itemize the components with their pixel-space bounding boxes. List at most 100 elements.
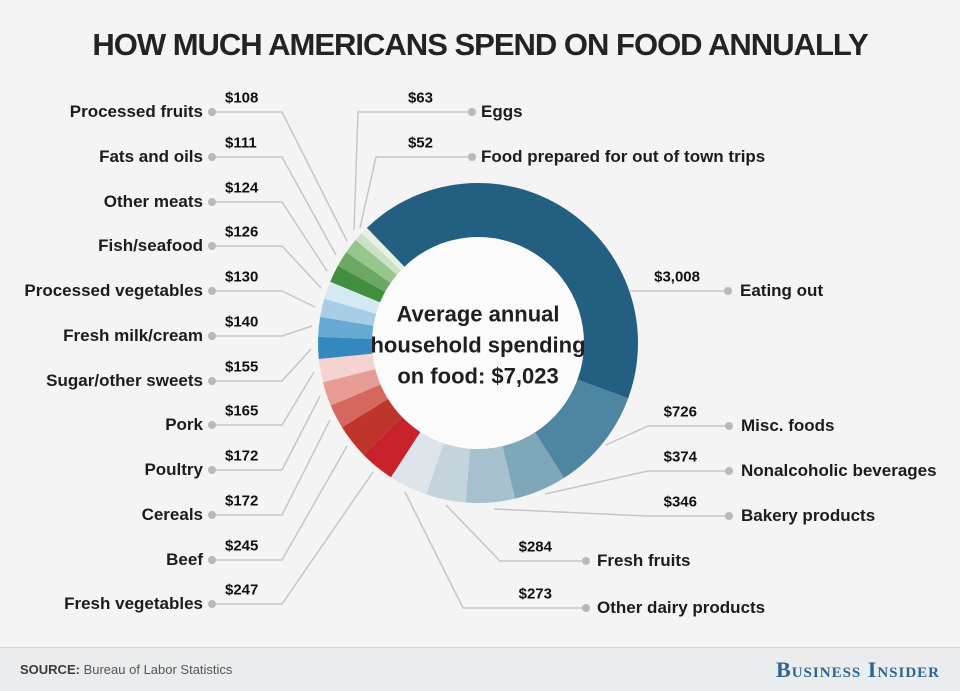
callout-label-fresh-fruits: Fresh fruits (597, 551, 691, 570)
callout-label-food-prepared-for-out-of-town-trips: Food prepared for out of town trips (481, 147, 766, 166)
callout-dot-beef (208, 556, 216, 564)
callout-dot-fresh-milk-cream (208, 332, 216, 340)
callout-label-sugar-other-sweets: Sugar/other sweets (46, 371, 203, 390)
callout-dot-processed-fruits (208, 108, 216, 116)
callout-label-pork: Pork (165, 415, 203, 434)
segment-processed-vegetables (320, 298, 377, 326)
callout-label-nonalcoholic-beverages: Nonalcoholic beverages (741, 461, 937, 480)
callout-dot-cereals (208, 511, 216, 519)
callout-value-fresh-fruits: $284 (518, 538, 552, 556)
callout-label-eggs: Eggs (481, 102, 523, 121)
segment-processed-fruits (346, 239, 397, 283)
callout-value-sugar-other-sweets: $155 (225, 358, 259, 376)
callout-dot-fresh-fruits (582, 557, 590, 565)
callout-line-processed-vegetables (212, 290, 316, 308)
callout-value-other-dairy-products: $273 (518, 585, 552, 603)
segment-nonalcoholic-beverages (502, 432, 565, 499)
callout-line-other-meats (212, 201, 328, 272)
callout-line-fats-and-oils (212, 156, 337, 256)
callout-line-fresh-vegetables (212, 471, 374, 605)
callout-value-cereals: $172 (225, 492, 259, 510)
callout-dot-fresh-vegetables (208, 600, 216, 608)
segment-fresh-fruits (426, 443, 470, 503)
callout-line-bakery-products (493, 508, 729, 517)
callout-value-eating-out: $3,008 (654, 268, 700, 286)
callout-value-nonalcoholic-beverages: $374 (663, 448, 697, 466)
callout-line-fresh-fruits (445, 504, 586, 562)
callout-line-fish-seafood (212, 245, 322, 289)
callout-label-fresh-vegetables: Fresh vegetables (64, 594, 203, 613)
center-line2: household spending (370, 332, 586, 358)
donut-center-label: Average annual household spending on foo… (308, 299, 648, 392)
callout-dot-sugar-other-sweets (208, 377, 216, 385)
callout-dot-fish-seafood (208, 242, 216, 250)
footer-bar: SOURCE: Bureau of Labor Statistics Busin… (0, 647, 960, 691)
callout-dot-poultry (208, 466, 216, 474)
segment-fresh-milk-cream (318, 316, 374, 339)
donut-hole (370, 235, 586, 451)
segment-sugar-other-sweets (318, 336, 373, 359)
source-credit: SOURCE: Bureau of Labor Statistics (20, 662, 232, 677)
callout-label-processed-vegetables: Processed vegetables (24, 281, 203, 300)
segment-poultry (322, 369, 381, 406)
callout-label-misc-foods: Misc. foods (741, 416, 835, 435)
center-line3-prefix: on food: (397, 363, 492, 389)
callout-dot-pork (208, 421, 216, 429)
callout-label-bakery-products: Bakery products (741, 506, 876, 525)
center-total: $7,023 (491, 363, 559, 389)
segment-fish-seafood (324, 281, 381, 314)
callout-value-processed-fruits: $108 (225, 89, 259, 107)
callout-value-pork: $165 (225, 402, 259, 420)
callout-value-eggs: $63 (407, 89, 433, 107)
segment-food-prepared-for-out-of-town-trips (361, 227, 405, 271)
callout-label-fats-and-oils: Fats and oils (99, 147, 203, 166)
callout-line-processed-fruits (212, 111, 348, 242)
source-label: SOURCE: (20, 662, 80, 677)
callout-dot-misc-foods (725, 422, 733, 430)
segment-fats-and-oils (337, 252, 391, 292)
segment-fresh-vegetables (363, 417, 421, 478)
callout-dot-fats-and-oils (208, 153, 216, 161)
callout-dot-nonalcoholic-beverages (725, 467, 733, 475)
callout-label-other-meats: Other meats (103, 192, 203, 211)
callout-label-cereals: Cereals (141, 505, 203, 524)
segment-other-dairy-products (391, 431, 444, 495)
segment-cereals (330, 384, 388, 428)
callout-dot-processed-vegetables (208, 287, 216, 295)
callout-value-fresh-vegetables: $247 (225, 581, 259, 599)
segment-misc-foods (535, 379, 629, 478)
callout-dot-bakery-products (725, 512, 733, 520)
segment-beef (342, 398, 403, 455)
source-text: Bureau of Labor Statistics (83, 662, 233, 677)
callout-value-processed-vegetables: $130 (225, 268, 259, 286)
callout-value-poultry: $172 (225, 447, 259, 465)
callout-value-bakery-products: $346 (663, 493, 697, 511)
callout-line-beef (212, 445, 348, 561)
callout-line-eggs (353, 111, 472, 231)
callout-label-eating-out: Eating out (740, 281, 824, 300)
callout-line-misc-foods (605, 425, 729, 446)
callout-line-poultry (212, 395, 321, 471)
page-title: HOW MUCH AMERICANS SPEND ON FOOD ANNUALL… (92, 27, 868, 62)
callout-line-nonalcoholic-beverages (544, 470, 729, 495)
callout-value-fats-and-oils: $111 (225, 134, 257, 152)
callout-value-misc-foods: $726 (663, 403, 697, 421)
callout-line-food-prepared-for-out-of-town-trips (359, 156, 472, 229)
callout-label-processed-fruits: Processed fruits (69, 102, 203, 121)
segment-bakery-products (465, 446, 515, 503)
callout-line-other-dairy-products (404, 491, 586, 609)
callout-value-other-meats: $124 (225, 179, 259, 197)
segment-pork (318, 353, 376, 383)
callout-dot-other-meats (208, 198, 216, 206)
callout-line-sugar-other-sweets (212, 348, 312, 382)
business-insider-logo: Business Insider (776, 656, 940, 682)
callout-value-beef: $245 (225, 537, 259, 555)
callout-dot-eating-out (724, 287, 732, 295)
callout-label-fish-seafood: Fish/seafood (98, 236, 203, 255)
callout-dot-other-dairy-products (582, 604, 590, 612)
callout-label-poultry: Poultry (144, 460, 203, 479)
center-line1: Average annual (396, 301, 560, 327)
callout-line-fresh-milk-cream (212, 325, 313, 337)
callout-value-fresh-milk-cream: $140 (225, 313, 259, 331)
